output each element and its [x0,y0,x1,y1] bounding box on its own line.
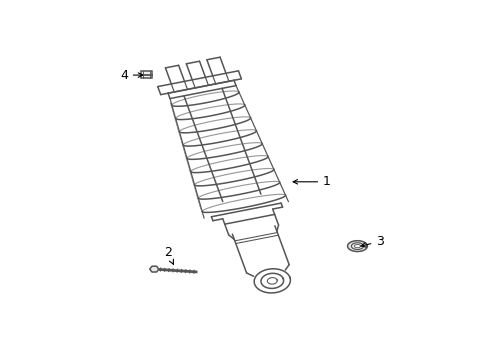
Text: 4: 4 [120,68,143,82]
Polygon shape [141,72,152,77]
Polygon shape [354,244,361,248]
Text: 2: 2 [164,246,173,265]
Polygon shape [347,241,368,252]
Polygon shape [150,266,159,272]
Text: 3: 3 [361,235,384,248]
Text: 1: 1 [293,175,331,188]
